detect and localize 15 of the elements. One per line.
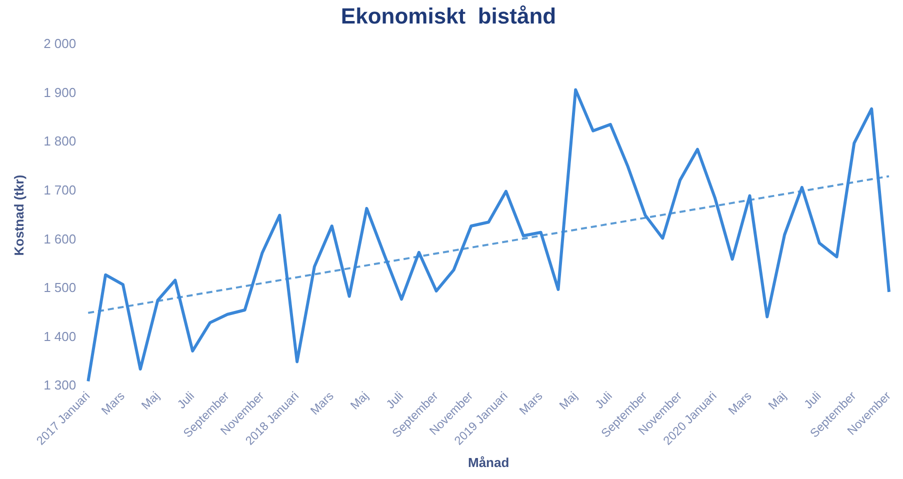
y-tick-label: 1 600 — [44, 231, 76, 246]
y-tick-label: 1 400 — [44, 328, 76, 344]
y-tick-label: 2 000 — [44, 36, 76, 51]
y-axis-title: Kostnad (tkr) — [11, 174, 26, 256]
x-tick-label: Maj — [138, 388, 162, 412]
y-tick-label: 1 900 — [44, 84, 76, 100]
y-tick-label: 1 300 — [44, 378, 76, 393]
x-tick-label: Maj — [348, 388, 372, 412]
x-tick-label: Maj — [556, 388, 580, 412]
y-tick-label: 1 700 — [44, 182, 76, 198]
y-tick-label: 1 500 — [44, 280, 76, 296]
x-axis-title: Månad — [468, 454, 510, 470]
chart-title: Ekonomiskt bistånd — [340, 3, 556, 28]
y-tick-label: 1 800 — [44, 134, 76, 149]
x-tick-label: Maj — [765, 388, 790, 412]
